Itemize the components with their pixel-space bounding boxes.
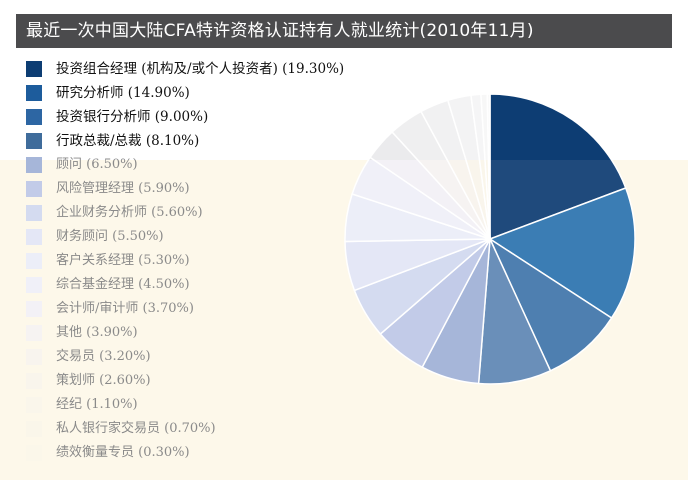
legend-swatch (26, 229, 42, 245)
legend-swatch (26, 373, 42, 389)
pie-slice (446, 160, 491, 240)
legend-label: 经纪 (1.10%) (56, 397, 138, 412)
pie-slice (489, 160, 627, 241)
legend-swatch (26, 133, 42, 149)
legend-swatch (26, 445, 42, 461)
pie-slice (488, 236, 613, 372)
legend-label: 绩效衡量专员 (0.30%) (56, 445, 190, 460)
legend-swatch (26, 85, 42, 101)
legend-label: 财务顾问 (5.50%) (56, 229, 164, 244)
legend-swatch (26, 157, 42, 173)
legend-swatch (26, 349, 42, 365)
pie-slice (351, 160, 491, 240)
legend-swatch (26, 277, 42, 293)
legend-swatch (26, 109, 42, 125)
legend-swatch (26, 325, 42, 341)
pie-slice (487, 160, 491, 240)
legend-swatch (26, 253, 42, 269)
legend-swatch (26, 397, 42, 413)
legend-swatch (26, 61, 42, 77)
legend-swatch (26, 421, 42, 437)
legend-label: 策划师 (2.60%) (56, 373, 151, 388)
pie-slice (488, 187, 636, 320)
legend-label: 风险管理经理 (5.90%) (56, 181, 190, 196)
legend-label: 客户关系经理 (5.30%) (56, 253, 190, 268)
legend-label: 研究分析师 (14.90%) (56, 85, 190, 101)
legend-swatch (26, 205, 42, 221)
legend-label: 企业财务分析师 (5.60%) (56, 205, 203, 220)
pie-slice-upper (489, 93, 613, 160)
legend-label: 其他 (3.90%) (56, 325, 138, 340)
legend-label: 投资银行分析师 (9.00%) (56, 109, 209, 125)
legend-label: 综合基金经理 (4.50%) (56, 277, 190, 292)
legend-swatch (26, 301, 42, 317)
pie-slice (478, 160, 491, 240)
pie-slice (465, 160, 491, 240)
legend-label: 顾问 (6.50%) (56, 157, 138, 172)
chart-title: 最近一次中国大陆CFA特许资格认证持有人就业统计(2010年11月) (16, 14, 672, 48)
pie-slice (372, 160, 491, 240)
legend-label: 投资组合经理 (机构及/或个人投资者) (19.30%) (56, 61, 345, 77)
pie-slice-upper (486, 93, 491, 160)
pie-slice (416, 160, 491, 240)
legend-label: 会计师/审计师 (3.70%) (56, 301, 194, 316)
legend-label: 行政总裁/总裁 (8.10%) (56, 133, 200, 149)
legend-swatch (26, 181, 42, 197)
legend-label: 私人银行家交易员 (0.70%) (56, 421, 216, 436)
legend-label: 交易员 (3.20%) (56, 349, 151, 364)
